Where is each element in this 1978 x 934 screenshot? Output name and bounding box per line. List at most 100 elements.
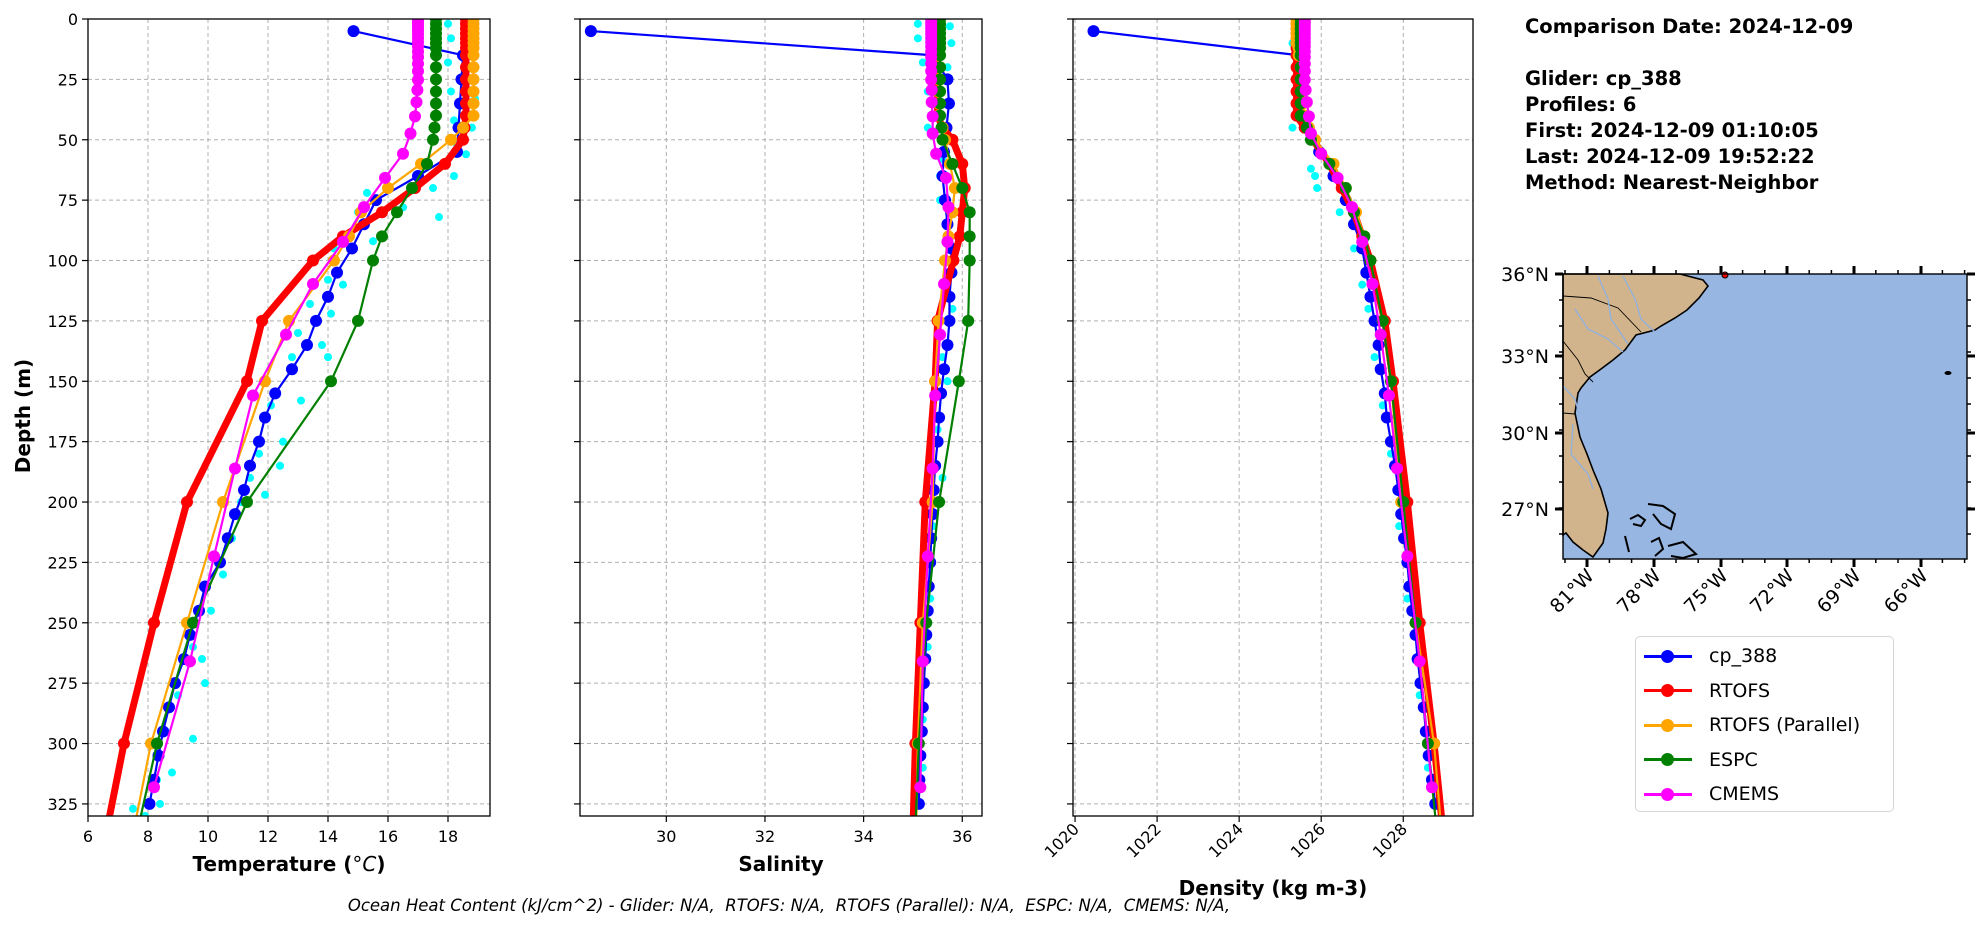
- series-marker: [938, 363, 951, 376]
- series-marker: [430, 97, 442, 110]
- series-marker: [1356, 235, 1369, 248]
- series-marker: [181, 496, 193, 509]
- legend-marker-icon: [1661, 684, 1674, 697]
- profile-point: [943, 377, 952, 386]
- series-marker: [406, 182, 418, 195]
- series-marker: [457, 133, 469, 146]
- series-marker: [121, 858, 133, 870]
- profile-point: [1313, 184, 1322, 193]
- y-axis-label: Depth (m): [11, 359, 35, 473]
- first-time: First: 2024-12-09 01:10:05: [1525, 119, 1819, 142]
- profile-panel-2: 1020 1022 1024 1026 1028: [1041, 18, 1474, 862]
- y-tick-label: 325: [47, 795, 78, 814]
- series-marker: [1425, 781, 1438, 794]
- x-axis-label-temperature: Temperature (°C): [192, 852, 385, 876]
- series-marker: [430, 85, 442, 98]
- series-marker: [376, 230, 388, 243]
- series-marker: [1397, 496, 1410, 509]
- legend-marker-icon: [1661, 753, 1674, 766]
- profile-point: [297, 396, 305, 405]
- series-marker: [909, 858, 921, 870]
- axes-frame: [1072, 18, 1474, 817]
- series-line: [152, 20, 420, 788]
- profile-point: [288, 353, 296, 362]
- series-marker: [467, 73, 480, 86]
- series-marker: [908, 858, 920, 870]
- series-marker: [307, 254, 319, 267]
- series-marker: [916, 655, 929, 668]
- series-marker: [925, 65, 938, 78]
- y-tick-label: 125: [47, 312, 78, 331]
- legend-label: RTOFS (Parallel): [1709, 714, 1861, 736]
- series-marker: [467, 97, 480, 110]
- lat-label: 36°N: [1501, 264, 1549, 286]
- series-marker: [322, 290, 334, 303]
- state-border: [1562, 412, 1576, 415]
- profile-point: [447, 87, 455, 96]
- x-axis-label-density: Density (kg m-3): [1179, 876, 1368, 900]
- series-marker: [430, 73, 442, 86]
- series-marker: [379, 171, 391, 184]
- series-marker: [124, 858, 136, 870]
- glider-name: Glider: cp_388: [1525, 67, 1682, 90]
- river: [1622, 275, 1656, 333]
- series-marker: [926, 110, 939, 123]
- xlabel-text: Temperature (: [192, 852, 352, 876]
- legend-item: RTOFS (Parallel): [1644, 710, 1860, 740]
- y-tick-label: 300: [47, 735, 78, 754]
- series-marker: [953, 230, 966, 243]
- series-marker: [280, 328, 292, 341]
- series-marker: [912, 737, 925, 750]
- profile-point: [294, 328, 302, 337]
- x-tick-label: 1024: [1205, 819, 1247, 861]
- profile-panel-1: 30 32 34 36: [574, 18, 983, 870]
- profile-point: [1306, 164, 1315, 173]
- series-marker: [352, 314, 364, 327]
- series-marker: [337, 235, 349, 248]
- profile-point: [276, 461, 284, 470]
- series-marker: [445, 133, 457, 146]
- series-marker: [1374, 328, 1387, 341]
- profile-point: [1311, 171, 1320, 180]
- series-marker: [94, 858, 106, 870]
- profile-point: [219, 570, 227, 579]
- x-tick-label: 1028: [1369, 819, 1411, 861]
- series-marker: [962, 314, 975, 327]
- profile-point: [1370, 353, 1379, 362]
- profile-panel-0: 6 8 10 12 14 16 18 0 25 50 75 100 125 150 175 200 225 250…: [47, 10, 491, 870]
- series-marker: [325, 375, 337, 388]
- lat-label: 27°N: [1501, 499, 1549, 521]
- lon-label: 75°W: [1680, 565, 1733, 618]
- bahamas-island: [1629, 513, 1647, 528]
- legend-item: ESPC: [1644, 745, 1758, 775]
- bahamas-island: [1647, 503, 1677, 531]
- series-marker: [238, 483, 250, 496]
- ocean-heat-content-text: Ocean Heat Content (kJ/cm^2) - Glider: N…: [347, 896, 1231, 915]
- plot-area: [1087, 19, 1445, 816]
- series-marker: [301, 339, 313, 352]
- axes-frame: [579, 18, 983, 817]
- bahamas-island: [1650, 536, 1665, 557]
- series-marker: [148, 781, 160, 794]
- y-tick-label: 175: [47, 433, 78, 452]
- bahamas-island: [1624, 535, 1630, 553]
- series-marker: [1302, 110, 1315, 123]
- y-tick-label: 75: [58, 191, 78, 210]
- series-marker: [942, 97, 955, 110]
- series-marker: [920, 616, 933, 629]
- series-marker: [934, 73, 947, 86]
- series-marker: [925, 84, 938, 97]
- series-marker: [933, 496, 946, 509]
- profile-point: [913, 19, 922, 28]
- bahamas-island: [1667, 540, 1698, 560]
- series-marker: [286, 363, 298, 376]
- series-marker: [906, 858, 918, 870]
- series-cp-388: [1087, 25, 1442, 810]
- series-marker: [421, 157, 433, 170]
- y-tick-label: 0: [68, 10, 78, 29]
- location-map: 36°N 33°N 30°N 27°N 81°W 78°W 75°W 72°W 69°W 66°W: [1501, 264, 1975, 618]
- legend-line-icon: [1644, 649, 1692, 663]
- series-marker: [929, 389, 942, 402]
- legend-marker-icon: [1661, 718, 1674, 732]
- series-marker: [1374, 363, 1387, 376]
